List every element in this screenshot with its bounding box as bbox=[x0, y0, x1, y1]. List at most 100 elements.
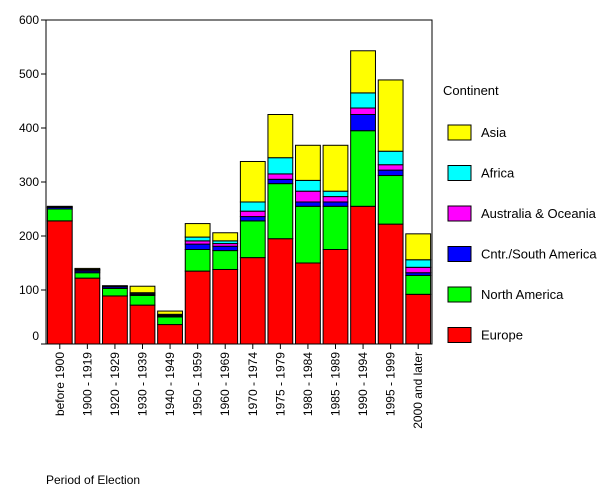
legend-swatch-north-america bbox=[447, 286, 472, 303]
legend-swatch-africa bbox=[447, 165, 472, 181]
y-tick-label: 200 bbox=[19, 229, 39, 243]
bar-north-america-1975-1979 bbox=[267, 183, 294, 240]
bar-africa-2000-and-later bbox=[405, 259, 432, 268]
legend: Continent Asia Africa Australia & Oceania C… bbox=[443, 83, 597, 343]
bar-europe-1985-1989 bbox=[322, 249, 349, 345]
bar-africa-1985-1989 bbox=[322, 190, 349, 198]
legend-label-australia-oceania: Australia & Oceania bbox=[481, 206, 597, 221]
x-tick-label: 1980 - 1984 bbox=[301, 352, 315, 416]
y-tick-label: 500 bbox=[19, 67, 39, 81]
x-tick-label: 1900 - 1919 bbox=[80, 352, 94, 416]
bar-europe-1920-1929 bbox=[102, 295, 128, 345]
bar-europe-1900-1919 bbox=[74, 277, 101, 345]
bar-cntr-south-america-1990-1994 bbox=[350, 114, 376, 132]
bar-asia-1980-1984 bbox=[295, 144, 321, 181]
bar-asia-1940-1949 bbox=[157, 310, 183, 315]
bar-australia-oceania-1980-1984 bbox=[295, 190, 321, 203]
legend-swatch-cntr-south-america bbox=[447, 246, 472, 262]
bar-north-america-1960-1969 bbox=[212, 250, 239, 270]
x-tick-label: 1995 - 1999 bbox=[384, 352, 398, 416]
bar-cntr-south-america-1960-1969 bbox=[212, 245, 239, 252]
bar-africa-1980-1984 bbox=[295, 179, 321, 192]
bar-africa-1990-1994 bbox=[350, 92, 376, 109]
bar-europe-1995-1999 bbox=[377, 223, 404, 345]
bar-africa-1970-1974 bbox=[239, 201, 266, 212]
bar-asia-1970-1974 bbox=[239, 160, 266, 203]
bar-asia-1990-1994 bbox=[350, 50, 376, 94]
legend-label-asia: Asia bbox=[481, 125, 507, 140]
bar-africa-1950-1959 bbox=[184, 236, 211, 242]
legend-swatch-asia bbox=[447, 124, 472, 141]
x-tick-label: 1990 - 1994 bbox=[356, 352, 370, 416]
bar-europe-1950-1959 bbox=[184, 270, 211, 345]
bar-north-america-1930-1939 bbox=[129, 294, 156, 306]
y-tick-label: 300 bbox=[19, 175, 39, 189]
bar-australia-oceania-1985-1989 bbox=[322, 196, 349, 203]
bar-africa-1995-1999 bbox=[377, 150, 404, 166]
bar-cntr-south-america-1995-1999 bbox=[377, 169, 404, 177]
x-axis-label: Period of Election bbox=[46, 473, 141, 487]
bar-north-america-1950-1959 bbox=[184, 249, 211, 272]
x-tick-label: 1970 - 1974 bbox=[246, 352, 260, 416]
bar-north-america-1920-1929 bbox=[102, 287, 128, 297]
bar-asia-2000-and-later bbox=[405, 233, 432, 261]
legend-title: Continent bbox=[443, 83, 499, 98]
bar-europe-1930-1939 bbox=[129, 304, 156, 345]
bar-cntr-south-america-1980-1984 bbox=[295, 201, 321, 207]
bar-north-america-1995-1999 bbox=[377, 175, 404, 225]
axes-layer: 0 100 200 300 400 500 600 before 1900 1900 - 191… bbox=[19, 13, 433, 429]
x-tick-label: 1940 - 1949 bbox=[163, 352, 177, 416]
bar-europe-2000-and-later bbox=[405, 293, 432, 345]
bar-europe-1940-1949 bbox=[157, 324, 183, 345]
legend-swatch-europe bbox=[447, 327, 472, 343]
bar-north-america-before-1900 bbox=[46, 208, 73, 222]
bar-cntr-south-america-1985-1989 bbox=[322, 201, 349, 207]
legend-label-cntr-south-america: Cntr./South America bbox=[481, 247, 597, 262]
bar-north-america-1985-1989 bbox=[322, 205, 349, 251]
x-tick-label: 1930 - 1939 bbox=[136, 352, 150, 416]
y-tick-label: 600 bbox=[19, 13, 39, 27]
x-tick-label: 1920 - 1929 bbox=[108, 352, 122, 416]
bar-africa-before-1900 bbox=[46, 205, 73, 208]
bar-europe-1990-1994 bbox=[350, 205, 376, 345]
bar-australia-oceania-1970-1974 bbox=[239, 210, 266, 218]
bar-asia-1975-1979 bbox=[267, 114, 294, 159]
x-tick-label: before 1900 bbox=[53, 352, 67, 416]
bar-north-america-1980-1984 bbox=[295, 205, 321, 264]
x-tick-label: 2000 and later bbox=[411, 352, 425, 429]
bar-europe-1960-1969 bbox=[212, 268, 239, 345]
bar-asia-1950-1959 bbox=[184, 223, 211, 238]
x-tick-label: 1950 - 1959 bbox=[191, 352, 205, 416]
legend-label-north-america: North America bbox=[481, 287, 564, 302]
bar-asia-1985-1989 bbox=[322, 144, 349, 192]
bar-europe-1970-1974 bbox=[239, 257, 266, 345]
bar-north-america-1990-1994 bbox=[350, 130, 376, 207]
bar-asia-1930-1939 bbox=[129, 285, 156, 294]
legend-label-europe: Europe bbox=[481, 328, 523, 343]
bar-asia-1960-1969 bbox=[212, 232, 239, 242]
bar-australia-oceania-1995-1999 bbox=[377, 164, 404, 171]
bar-europe-1980-1984 bbox=[295, 262, 321, 345]
bar-australia-oceania-1990-1994 bbox=[350, 107, 376, 115]
x-tick-label: 1985 - 1989 bbox=[329, 352, 343, 416]
y-tick-label: 0 bbox=[32, 329, 39, 343]
bar-europe-before-1900 bbox=[46, 220, 73, 345]
legend-label-africa: Africa bbox=[481, 166, 515, 181]
bars-layer bbox=[46, 50, 432, 345]
x-tick-label: 1960 - 1969 bbox=[218, 352, 232, 416]
bar-australia-oceania-2000-and-later bbox=[405, 266, 432, 274]
bar-europe-1975-1979 bbox=[267, 238, 294, 345]
y-tick-label: 400 bbox=[19, 121, 39, 135]
legend-swatch-australia-oceania bbox=[447, 205, 472, 222]
bar-north-america-1900-1919 bbox=[74, 272, 101, 279]
bar-north-america-1970-1974 bbox=[239, 220, 266, 259]
bar-africa-1920-1929 bbox=[102, 285, 128, 287]
bar-north-america-1940-1949 bbox=[157, 316, 183, 326]
bar-cntr-south-america-1950-1959 bbox=[184, 243, 211, 251]
bar-north-america-2000-and-later bbox=[405, 274, 432, 295]
y-tick-label: 100 bbox=[19, 283, 39, 297]
bar-asia-1995-1999 bbox=[377, 79, 404, 152]
bar-cntr-south-america-1970-1974 bbox=[239, 216, 266, 222]
bar-australia-oceania-1975-1979 bbox=[267, 173, 294, 180]
